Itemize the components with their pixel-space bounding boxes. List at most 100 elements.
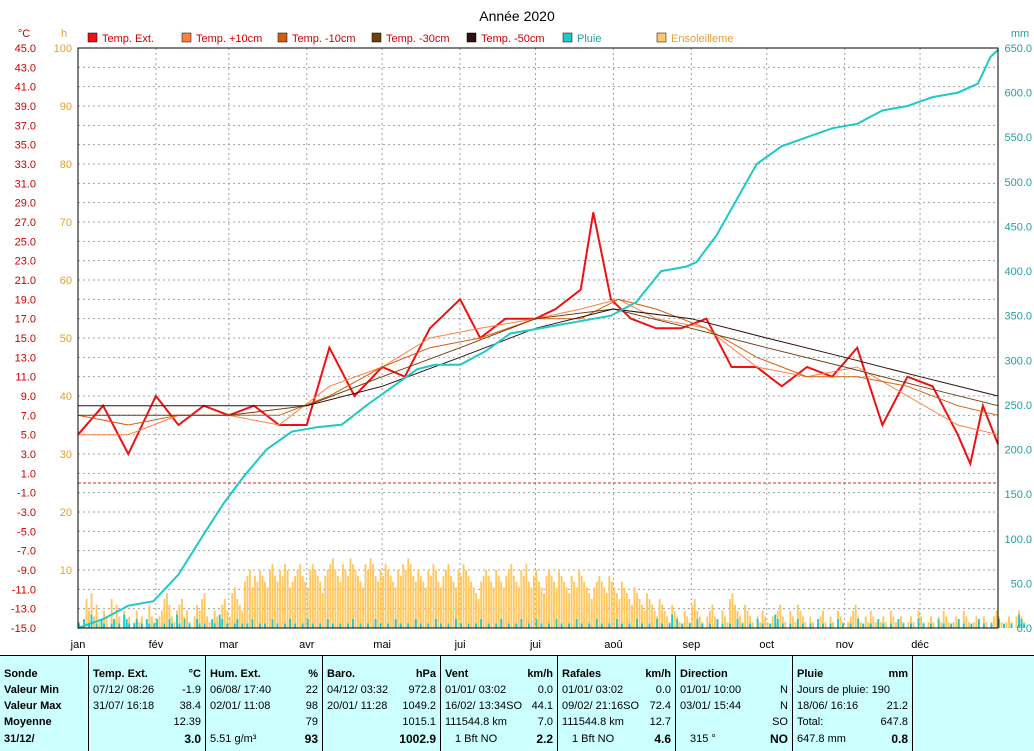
vent-max-v: 44.1 — [531, 700, 553, 712]
sunshine-bar — [402, 564, 405, 628]
sunshine-bar — [555, 587, 558, 628]
sunshine-bar — [140, 616, 143, 628]
hum-avg: 79 — [305, 716, 318, 728]
sunshine-bar — [98, 622, 101, 628]
sunshine-bar — [889, 610, 892, 628]
temp-min-v: -1.9 — [182, 684, 201, 696]
sunshine-bar — [590, 599, 593, 628]
legend-label: Ensoleilleme — [671, 33, 733, 45]
legend-swatch — [181, 32, 192, 43]
rain-bar — [588, 623, 591, 628]
temp-tick-label: -9.0 — [17, 565, 36, 577]
sunshine-bar — [168, 604, 171, 628]
rain-bar — [374, 619, 377, 628]
sunshine-bar — [729, 599, 731, 628]
temp-last: 3.0 — [184, 732, 201, 746]
rain-bar — [615, 619, 618, 628]
rain-bar — [407, 623, 410, 628]
rain-bar — [434, 619, 437, 628]
temp-tick-label: 3.0 — [21, 449, 36, 461]
rain-bar — [264, 623, 266, 628]
rain-bar — [636, 619, 638, 628]
sunshine-bar — [336, 575, 339, 628]
sunshine-bar — [316, 575, 319, 628]
rain-bar — [100, 619, 103, 628]
month-label: jui — [454, 639, 466, 651]
legend-label: Temp. +10cm — [196, 33, 262, 45]
rain-bar — [1020, 619, 1023, 628]
sunshine-bar — [505, 575, 508, 628]
temp-tick-label: -15.0 — [11, 623, 36, 635]
sunshine-bar — [631, 604, 633, 628]
rain-bar — [1023, 623, 1026, 628]
sunshine-bar — [243, 581, 246, 628]
rain-bar — [681, 623, 684, 628]
sunshine-bar — [331, 558, 334, 628]
rain-bar — [467, 623, 470, 628]
sunshine-bar — [437, 581, 440, 628]
sunshine-bar — [95, 604, 98, 628]
sunshine-bar — [975, 616, 978, 628]
rain-bar — [135, 619, 138, 628]
sunshine-bar — [351, 564, 354, 628]
sunshine-bars — [78, 558, 1026, 628]
temp-tick-label: 9.0 — [21, 391, 36, 403]
rain-bar — [125, 619, 128, 628]
rain-bar — [331, 623, 334, 628]
rain-bar — [367, 623, 369, 628]
rain-bar — [575, 619, 578, 628]
sunshine-bar — [419, 575, 422, 628]
rain-bar — [188, 623, 191, 628]
hum-title: Hum. Ext. — [210, 668, 261, 680]
sunshine-bar — [226, 610, 229, 628]
dir-min-v: N — [780, 684, 788, 696]
rain-bar — [140, 623, 143, 628]
stats-col-vent: Vent km/h 01/01/ 03:02 0.0 16/02/ 13:34SO 4… — [440, 656, 557, 751]
sunshine-bar — [90, 593, 93, 628]
sunshine-bar — [404, 570, 407, 628]
rain-bar — [774, 614, 777, 628]
rain-bar — [211, 619, 214, 628]
sun-tick-label: 90 — [60, 101, 72, 113]
rain-bar — [882, 623, 885, 628]
dir-last: NO — [770, 732, 788, 746]
sunshine-bar — [540, 587, 543, 628]
pluie-max-dt: 18/06/ 16:16 — [797, 700, 859, 712]
sunshine-bar — [442, 575, 445, 628]
sunshine-bar — [824, 622, 827, 628]
temp-unit: °C — [188, 668, 201, 680]
rain-bar — [351, 619, 354, 628]
raf-max-dt: 09/02/ 21:16SO — [562, 700, 640, 712]
sunshine-bar — [208, 622, 211, 628]
sunshine-bar — [691, 604, 694, 628]
sunshine-bar — [462, 564, 465, 628]
sunshine-bar — [444, 570, 447, 628]
sunshine-bar — [289, 587, 292, 628]
sunshine-bar — [882, 616, 885, 628]
sunshine-bar — [789, 610, 792, 628]
sunshine-bar — [460, 575, 462, 628]
legend-swatch — [277, 32, 288, 43]
stats-col-hum: Hum. Ext.% 06/08/ 17:40 22 02/01/ 11:08 98… — [205, 656, 322, 751]
temp-tick-label: 11.0 — [15, 372, 36, 384]
sunshine-bar — [899, 616, 902, 628]
sunshine-bar — [233, 587, 236, 628]
sunshine-bar — [920, 616, 922, 628]
rain-bar — [221, 619, 224, 628]
pluie-max-v: 21.2 — [886, 700, 908, 712]
sunshine-bar — [553, 581, 555, 628]
sunshine-bar — [942, 610, 945, 628]
sunshine-bar — [522, 575, 525, 628]
rain-bar — [671, 614, 674, 628]
rain-tick-label: 250.0 — [1004, 400, 1032, 412]
rain-bar — [910, 623, 912, 628]
pluie-total-label: Total: — [797, 716, 824, 728]
temp-tick-label: 37.0 — [15, 120, 36, 132]
legend-swatch — [562, 32, 573, 43]
sunshine-bar — [869, 610, 872, 628]
sunshine-bar — [389, 575, 392, 628]
rain-bar — [809, 623, 812, 628]
raf-unit: km/h — [645, 668, 671, 680]
sunshine-bar — [651, 604, 654, 628]
sun-tick-label: 20 — [60, 507, 72, 519]
